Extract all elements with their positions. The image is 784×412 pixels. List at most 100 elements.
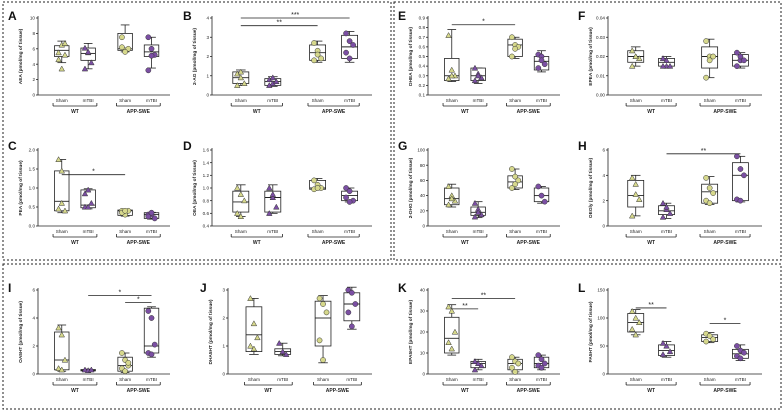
data-point <box>81 44 89 51</box>
data-point <box>122 368 128 375</box>
y-tick-label: 6 <box>32 46 35 51</box>
data-point <box>509 53 515 60</box>
y-axis-label: PEA (pmol/mg of tissue) <box>18 160 24 216</box>
data-point <box>666 348 674 355</box>
data-point <box>741 57 747 64</box>
data-point <box>58 167 65 174</box>
data-point <box>237 191 245 197</box>
x-tick-label: mTBI <box>473 229 484 234</box>
data-point <box>512 181 518 188</box>
data-point <box>346 55 353 62</box>
data-point <box>734 49 740 56</box>
x-tick-label: mTBI <box>146 377 157 382</box>
data-point <box>471 64 479 71</box>
data-point <box>346 38 353 44</box>
data-point <box>632 53 639 59</box>
data-point <box>632 314 639 321</box>
data-point <box>320 357 326 363</box>
data-point <box>737 355 744 362</box>
x-tick-label: Sham <box>704 229 716 234</box>
data-point <box>282 351 290 357</box>
x-tick-label: Sham <box>317 377 329 382</box>
group-label: APP-SWE <box>127 109 151 115</box>
x-tick-label: Sham <box>56 377 68 382</box>
panel-letter-G: G <box>398 139 407 153</box>
panel-D: D 0.4 0.6 0.8 1.0 1.2 1.4 1.6 OEA (pmol/mg of ti… <box>183 139 372 246</box>
x-tick-label: mTBI <box>346 377 357 382</box>
y-tick-label: 100 <box>417 148 425 153</box>
data-point <box>58 366 65 373</box>
x-tick-label: Sham <box>119 229 131 234</box>
x-tick-label: mTBI <box>661 98 672 103</box>
significance-label: ** <box>648 302 654 309</box>
data-point <box>710 336 717 343</box>
data-point <box>254 334 261 341</box>
x-tick-label: Sham <box>704 377 716 382</box>
group-label: WT <box>71 388 79 394</box>
data-point <box>628 47 636 54</box>
data-point <box>247 342 254 349</box>
data-point <box>343 49 349 56</box>
data-point <box>512 369 518 375</box>
y-tick-label: 1.0 <box>29 186 36 191</box>
x-tick-label: Sham <box>630 377 642 382</box>
data-point <box>659 55 667 61</box>
data-point <box>234 210 241 216</box>
group-label: APP-SWE <box>713 240 737 246</box>
data-point <box>348 323 355 330</box>
y-tick-label: 1.4 <box>203 160 210 165</box>
data-point <box>145 67 152 74</box>
y-axis-label: OA5HT (pmol/mg of tissue) <box>18 301 24 363</box>
data-point <box>535 183 542 190</box>
data-point <box>710 190 717 196</box>
data-point <box>58 65 65 72</box>
data-point <box>706 185 713 191</box>
group-label: APP-SWE <box>326 388 350 394</box>
group-label: APP-SWE <box>517 388 541 394</box>
data-point <box>55 49 62 56</box>
y-axis-label: OEGly (pmol/mg of tissue) <box>588 157 594 218</box>
data-point <box>535 352 542 358</box>
y-tick-label: 1.5 <box>29 167 36 172</box>
y-tick-label: 8 <box>32 31 35 36</box>
y-tick-label: 0.2 <box>419 83 426 88</box>
data-point <box>343 30 349 37</box>
x-tick-label: mTBI <box>473 377 484 382</box>
data-point <box>266 82 273 88</box>
data-point <box>706 333 713 339</box>
x-tick-label: Sham <box>248 377 260 382</box>
y-axis-label: OEA (pmol/mg of tissue) <box>192 160 198 216</box>
significance-label: * <box>118 290 121 297</box>
data-point <box>119 44 125 51</box>
y-tick-label: 0.00 <box>596 93 605 98</box>
y-tick-label: 2 <box>222 316 225 321</box>
data-point <box>509 34 515 41</box>
y-tick-label: 0.5 <box>419 54 426 59</box>
y-axis-label: EPEA (pmol/mg of tissue) <box>588 27 594 86</box>
data-point <box>122 207 128 214</box>
panel-letter-L: L <box>578 281 585 295</box>
y-tick-label: 0.6 <box>419 44 426 49</box>
data-point <box>737 166 744 172</box>
data-point <box>515 177 522 184</box>
x-tick-label: Sham <box>630 229 642 234</box>
panel-C: C 0.0 0.5 1.0 1.5 2.0 PEA (pmol/mg of tissue) S… <box>8 139 170 246</box>
data-point <box>145 213 152 220</box>
y-tick-label: 0.8 <box>203 198 210 203</box>
data-point <box>741 172 747 179</box>
panel-F: F 0.00 0.01 0.02 0.03 0.04 EPEA (pmol/mg of ti… <box>578 9 762 115</box>
panel-A: A 0 2 4 6 8 10 AEA (pmol/mg of tissue) Sham mTBI S… <box>8 9 170 115</box>
x-tick-label: Sham <box>312 98 324 103</box>
data-point <box>628 174 636 181</box>
data-point <box>734 63 740 69</box>
y-axis-label: 2-DHG (pmol/mg of tissue) <box>408 157 414 218</box>
data-point <box>84 203 92 210</box>
y-tick-label: 0.1 <box>419 93 426 98</box>
data-point <box>58 199 65 206</box>
data-point <box>632 180 639 187</box>
data-point <box>145 308 152 314</box>
x-tick-label: Sham <box>312 229 324 234</box>
y-axis-label: EPA5HT (pmol/mg of tissue) <box>408 300 414 365</box>
data-point <box>541 360 548 367</box>
group-label: APP-SWE <box>517 240 541 246</box>
